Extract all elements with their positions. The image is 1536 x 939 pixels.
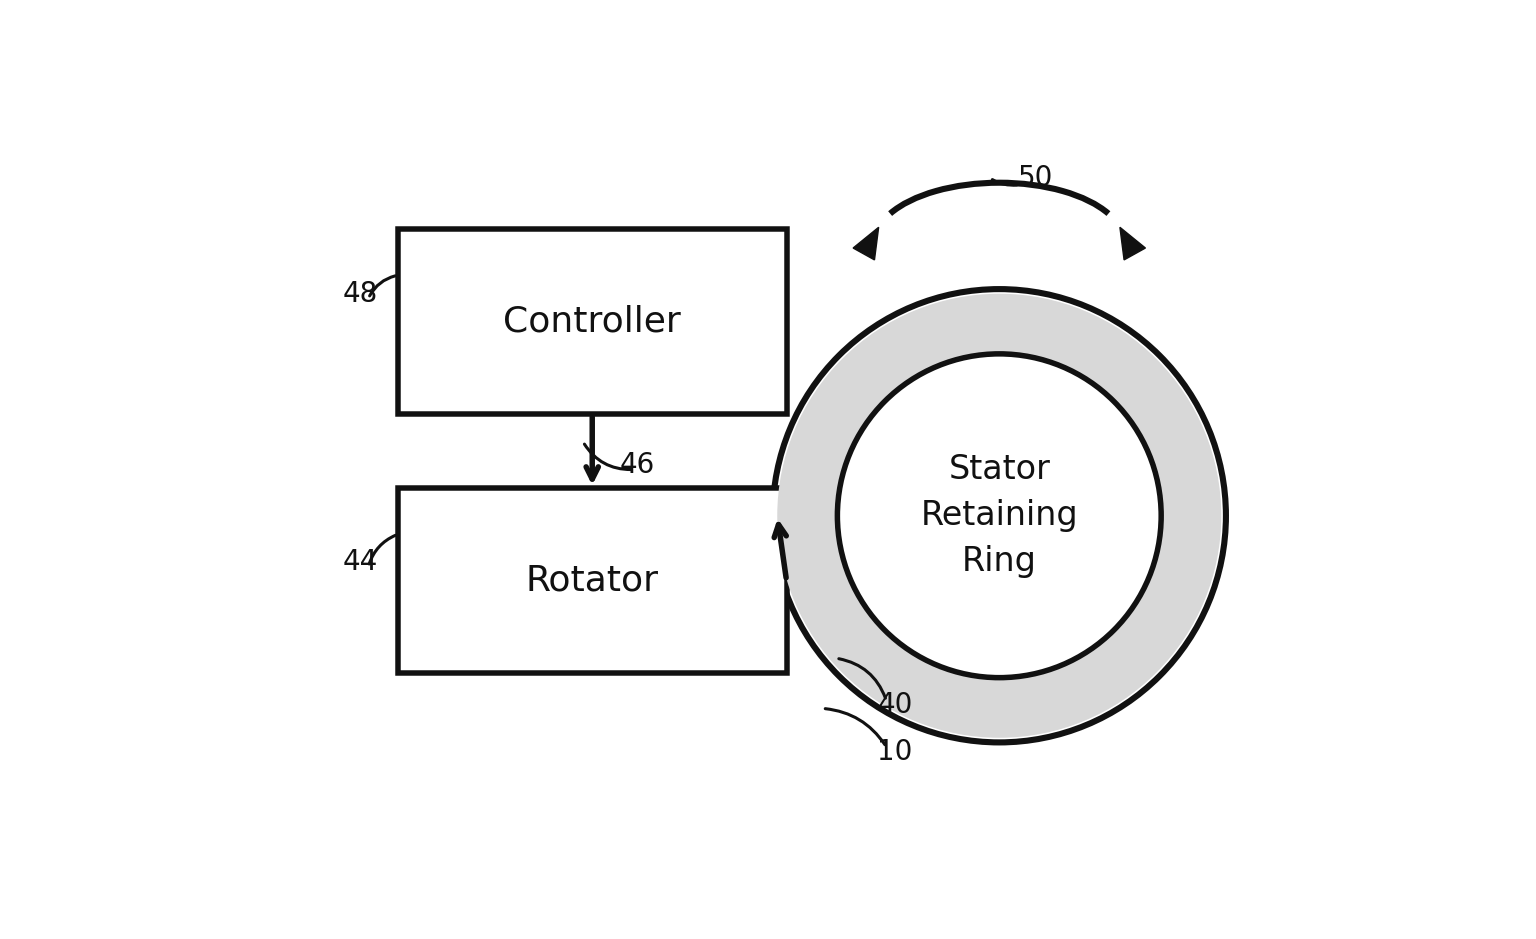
Text: 40: 40 (877, 691, 912, 719)
Text: 10: 10 (877, 738, 912, 765)
Text: Rotator: Rotator (525, 563, 659, 597)
Bar (398, 229, 786, 414)
Text: 46: 46 (621, 451, 656, 479)
Bar (398, 488, 786, 673)
Circle shape (777, 294, 1221, 738)
Text: 44: 44 (343, 548, 378, 576)
Polygon shape (852, 227, 879, 260)
Text: 50: 50 (1018, 164, 1054, 192)
Text: 48: 48 (343, 280, 378, 308)
Text: Controller: Controller (504, 304, 680, 338)
Circle shape (837, 354, 1161, 678)
Text: Stator
Retaining
Ring: Stator Retaining Ring (920, 454, 1078, 578)
Polygon shape (1120, 227, 1146, 260)
Circle shape (773, 289, 1226, 743)
